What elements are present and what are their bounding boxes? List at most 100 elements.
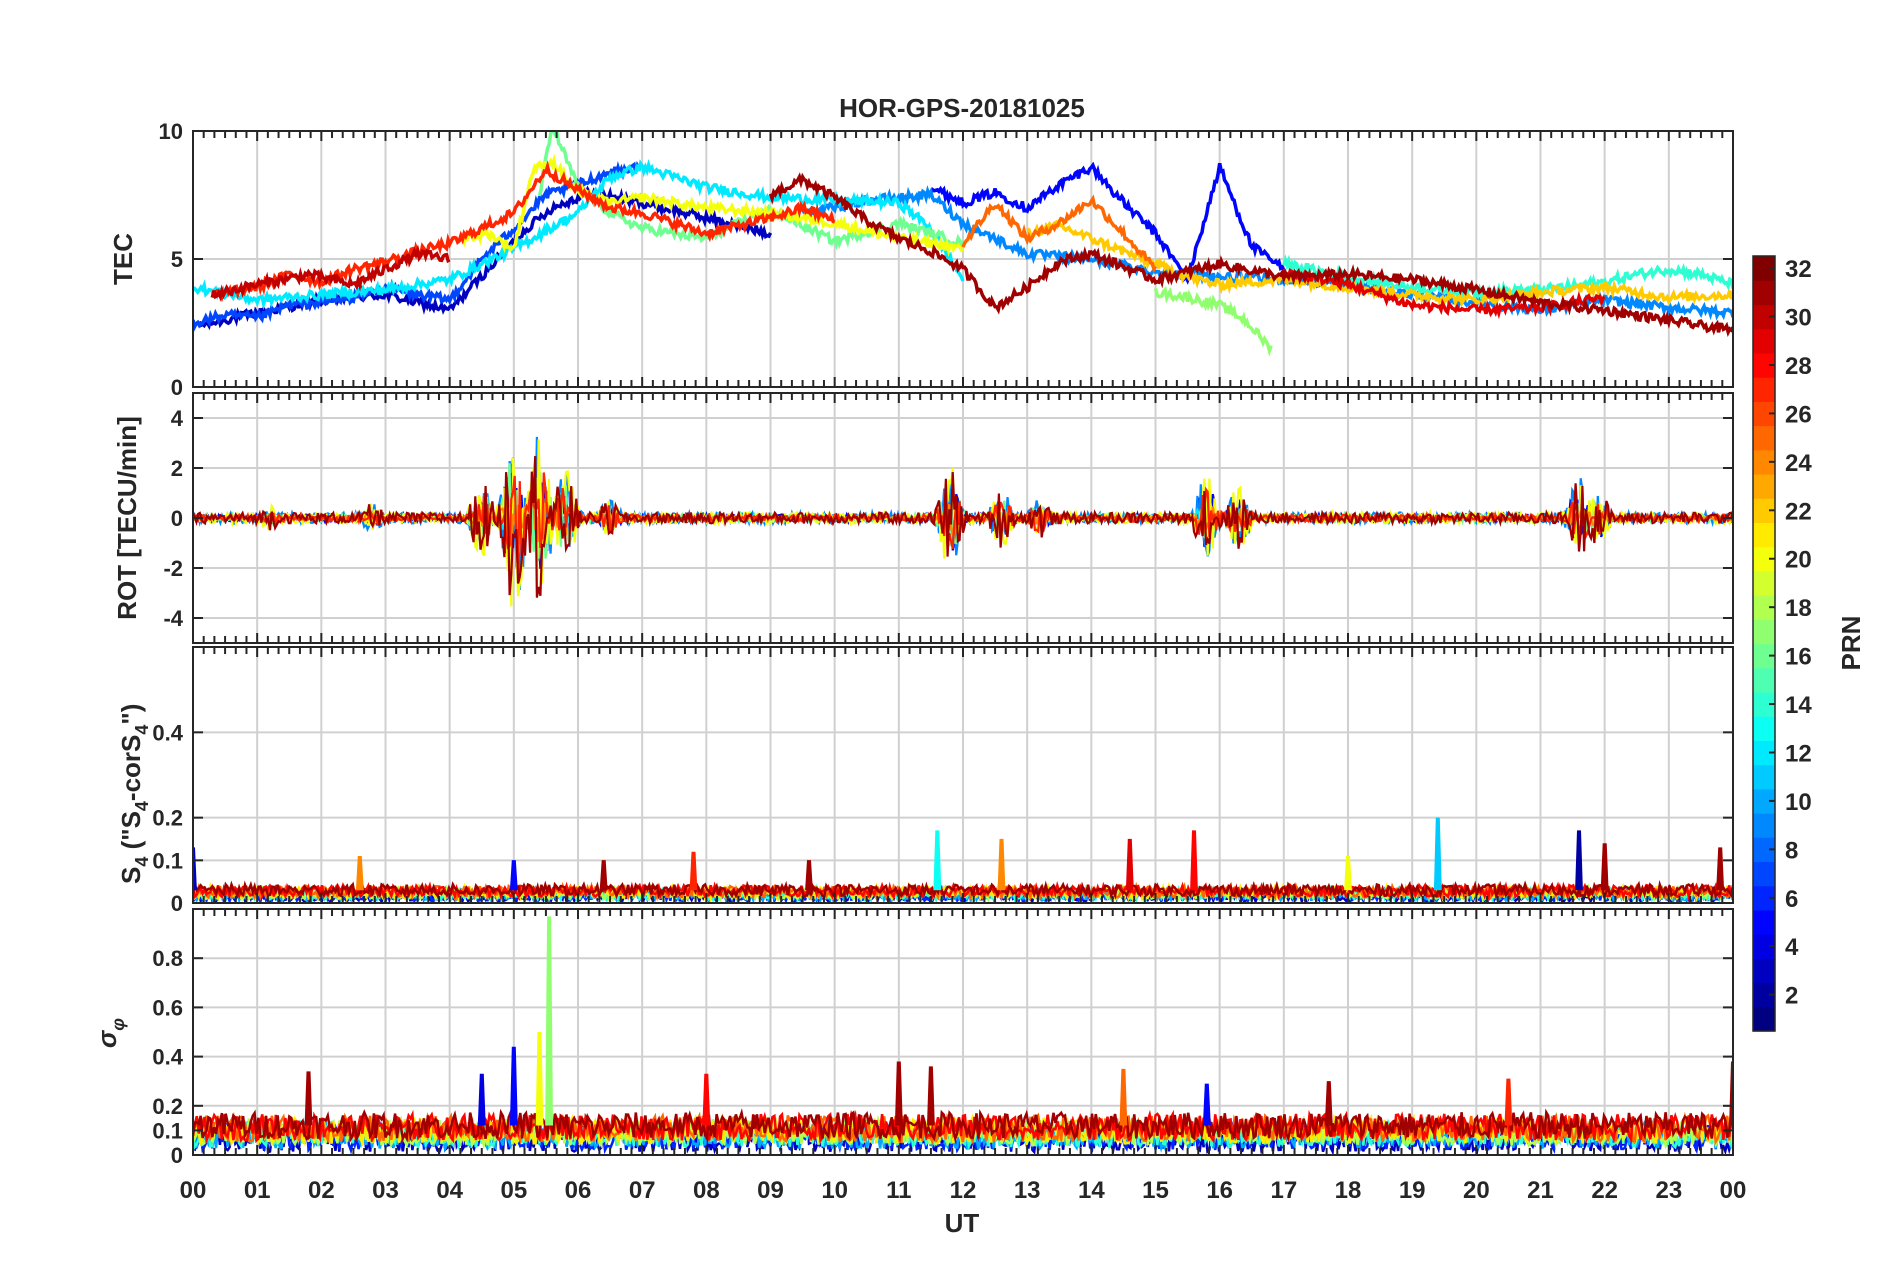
x-tick-label: 23: [1655, 1177, 1682, 1204]
tec-series-line: [768, 172, 1733, 338]
panel-rot: -4 -2 0 2 4: [163, 392, 1734, 644]
colorbar-tick-label: 8: [1785, 837, 1798, 864]
colorbar-step: [1753, 328, 1775, 354]
peak-spike: [1600, 843, 1609, 891]
y-tick-label: 2: [171, 456, 183, 481]
colorbar-frame: [1752, 255, 1776, 1032]
colorbar-tick-label: 10: [1785, 789, 1812, 816]
tec-series-line: [210, 244, 451, 302]
colorbar-tick-label: 26: [1785, 401, 1812, 428]
colorbar-step: [1753, 788, 1775, 814]
x-tick-label: 06: [565, 1177, 592, 1204]
peak-spike: [535, 1031, 544, 1126]
y-axis-label-tec: TEC: [108, 233, 138, 285]
colorbar-step: [1753, 667, 1775, 693]
y-tick-label: 0.6: [152, 995, 183, 1020]
colorbar-tick-label: 32: [1785, 256, 1812, 283]
x-tick-label: 13: [1014, 1177, 1041, 1204]
peak-spike: [1344, 855, 1352, 891]
y-axis-label-sigma-phi: σφ: [92, 1018, 128, 1048]
x-tick-label: 12: [950, 1177, 977, 1204]
x-tick-label: 10: [821, 1177, 848, 1204]
colorbar-tick-label: 2: [1785, 983, 1798, 1010]
x-tick-label: 05: [500, 1177, 527, 1204]
x-tick-label: 16: [1206, 1177, 1233, 1204]
tec-series-line: [961, 194, 1158, 274]
colorbar-step: [1753, 813, 1775, 838]
y-tick-label: 0.2: [152, 1094, 183, 1119]
y-tick-label: 0: [171, 506, 183, 531]
peak-spike: [477, 1073, 486, 1126]
y-tick-label: -4: [163, 606, 183, 631]
tec-series-line: [193, 158, 965, 311]
colorbar-step: [1753, 982, 1775, 1008]
colorbar-step: [1753, 909, 1775, 935]
colorbar-tick-label: 14: [1785, 692, 1812, 719]
x-tick-label: 20: [1463, 1177, 1490, 1204]
colorbar-step: [1753, 425, 1775, 451]
y-axis-label-rot: ROT [TECU/min]: [112, 416, 142, 620]
x-tick-label: 15: [1142, 1177, 1169, 1204]
y-tick-label: 0.2: [152, 806, 183, 831]
colorbar-step: [1753, 304, 1775, 330]
tec-series-line: [210, 160, 836, 303]
colorbar-step: [1753, 280, 1775, 306]
colorbar-step: [1753, 837, 1775, 863]
tec-series-line: [1282, 254, 1733, 302]
peak-spike: [193, 847, 197, 891]
colorbar-step: [1753, 958, 1775, 984]
x-tick-label: 01: [244, 1177, 271, 1204]
x-tick-labels: 00 01 02 03 04 05 06 07 08 09 10 11 12 13 14 15 16 17 18 19…: [180, 1177, 1747, 1204]
x-tick-label: 04: [436, 1177, 463, 1204]
colorbar-step: [1753, 256, 1775, 281]
peak-spike: [805, 860, 813, 891]
y-tick-label: 0: [171, 375, 183, 400]
colorbar-step: [1753, 546, 1775, 572]
x-tick-label: 14: [1078, 1177, 1105, 1204]
colorbar-tick-label: 4: [1785, 934, 1799, 961]
panel-sigma-phi: 00.10.2 0.4 0.6 0.8: [152, 908, 1734, 1168]
colorbar-tick-label: 6: [1785, 886, 1798, 913]
colorbar-tick-label: 12: [1785, 740, 1812, 767]
y-tick-label: 5: [171, 247, 183, 272]
y-tick-label: 0.1: [152, 848, 183, 873]
peak-spike: [1324, 1081, 1333, 1126]
peak-spike: [304, 1071, 313, 1126]
tec-series-line: [1153, 285, 1273, 357]
colorbar-step: [1753, 691, 1775, 717]
x-tick-label: 09: [757, 1177, 784, 1204]
x-tick-label: 03: [372, 1177, 399, 1204]
y-tick-label: 4: [171, 406, 184, 431]
peak-spike: [355, 855, 364, 891]
y-tick-label: 0.4: [152, 1045, 183, 1070]
peak-spike: [509, 860, 518, 891]
y-tick-label: 0.8: [152, 946, 183, 971]
series-line: [193, 1107, 1733, 1143]
x-tick-label: 22: [1591, 1177, 1618, 1204]
colorbar-step: [1753, 498, 1775, 524]
x-tick-label: 19: [1399, 1177, 1426, 1204]
y-tick-label: 10: [159, 119, 183, 144]
y-tick-label: 0.4: [152, 720, 183, 745]
x-tick-label: 07: [629, 1177, 656, 1204]
peak-spike: [509, 1046, 518, 1126]
colorbar-tick-label: 16: [1785, 644, 1812, 671]
peak-spike: [689, 851, 698, 891]
peak-spike: [1125, 838, 1134, 891]
x-tick-label: 00: [180, 1177, 207, 1204]
peak-spike: [1716, 847, 1725, 891]
x-tick-label: 17: [1270, 1177, 1297, 1204]
x-axis-label: UT: [945, 1208, 980, 1238]
peak-spike: [1504, 1078, 1513, 1126]
colorbar-label: PRN: [1836, 616, 1866, 671]
panel-data-rot: [193, 436, 1733, 607]
colorbar-step: [1753, 449, 1775, 475]
colorbar-step: [1753, 377, 1775, 402]
colorbar-step: [1753, 764, 1775, 790]
peak-spike: [894, 1061, 903, 1126]
colorbar-step: [1753, 716, 1775, 741]
peak-spike: [933, 830, 942, 891]
panel-data-tec: [193, 131, 1733, 357]
